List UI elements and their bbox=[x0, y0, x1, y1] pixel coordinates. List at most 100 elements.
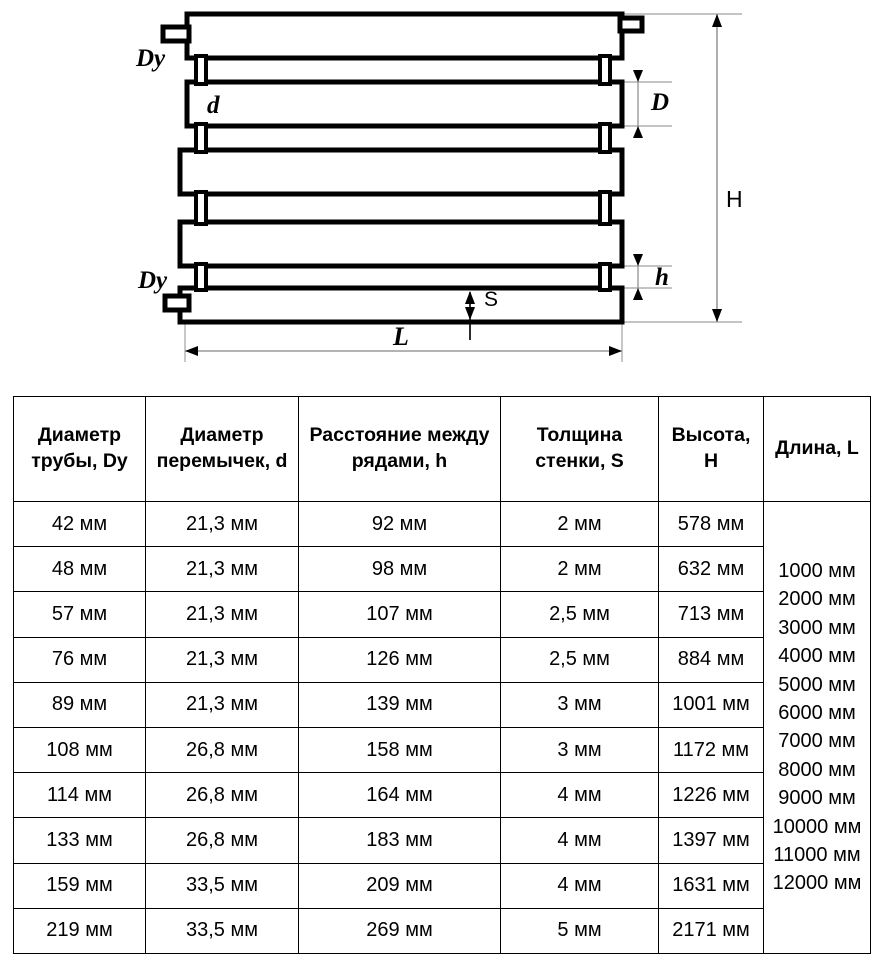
cell-pipe-diameter: 76 мм bbox=[13, 636, 146, 683]
dimension-label-dy-top: Dy bbox=[135, 45, 166, 72]
header-line-1: Диаметр bbox=[37, 424, 122, 447]
cell-length-merged: 1000 мм 2000 мм 3000 мм 4000 мм 5000 мм 6000 … bbox=[763, 501, 871, 954]
cell-wall-thickness: 4 мм bbox=[500, 817, 659, 864]
cell-wall-thickness: 4 мм bbox=[500, 772, 659, 819]
dimension-label-h: h bbox=[655, 264, 669, 291]
table-row: 133 мм 26,8 мм 183 мм 4 мм 1397 мм bbox=[13, 817, 871, 864]
dy-stub-bottom-left bbox=[162, 293, 192, 313]
cell-bridge-diameter: 26,8 мм bbox=[145, 726, 299, 774]
pipe-row-3 bbox=[177, 147, 625, 197]
cell-bridge-diameter: 21,3 мм bbox=[145, 636, 299, 683]
cell-wall-thickness: 4 мм bbox=[500, 862, 659, 909]
length-option: 3000 мм bbox=[778, 616, 856, 639]
dimension-D: D bbox=[633, 70, 669, 138]
dimension-label-d: d bbox=[207, 92, 220, 119]
header-line-1: Расстояние между bbox=[309, 424, 490, 447]
cell-pipe-diameter: 42 мм bbox=[13, 500, 146, 548]
table-row: 219 мм 33,5 мм 269 мм 5 мм 2171 мм bbox=[13, 907, 871, 954]
cell-height: 1631 мм bbox=[658, 862, 764, 909]
header-line-2: перемычек, d bbox=[156, 450, 288, 472]
cell-row-spacing: 126 мм bbox=[298, 636, 501, 683]
cell-bridge-diameter: 21,3 мм bbox=[145, 591, 299, 638]
table-row: 89 мм 21,3 мм 139 мм 3 мм 1001 мм bbox=[13, 681, 871, 728]
header-line-2: стенки, S bbox=[535, 450, 624, 472]
header-line-2: трубы, Dy bbox=[31, 450, 128, 472]
cell-row-spacing: 269 мм bbox=[298, 907, 501, 954]
cell-row-spacing: 98 мм bbox=[298, 546, 501, 593]
table-row: 42 мм 21,3 мм 92 мм 2 мм 578 мм 1000 мм 2000 м… bbox=[13, 500, 871, 954]
cell-wall-thickness: 2,5 мм bbox=[500, 636, 659, 683]
cell-wall-thickness: 2 мм bbox=[500, 500, 659, 548]
cell-wall-thickness: 2 мм bbox=[500, 546, 659, 593]
length-option: 4000 мм bbox=[778, 645, 856, 668]
column-header-pipe-diameter: Диаметр трубы, Dy bbox=[13, 396, 146, 502]
dimension-label-H: H bbox=[726, 186, 743, 212]
pipe-row-5 bbox=[177, 285, 625, 325]
cell-wall-thickness: 3 мм bbox=[500, 681, 659, 728]
cell-pipe-diameter: 108 мм bbox=[13, 726, 146, 774]
table-row: 114 мм 26,8 мм 164 мм 4 мм 1226 мм bbox=[13, 772, 871, 819]
dimension-h: h bbox=[633, 254, 669, 300]
bridge-connector-left-3 bbox=[194, 190, 208, 226]
header-line-1: Диаметр bbox=[180, 424, 264, 447]
length-option: 6000 мм bbox=[778, 702, 856, 725]
cell-height: 884 мм bbox=[658, 636, 764, 683]
pipe-row-1 bbox=[184, 11, 625, 61]
cell-pipe-diameter: 219 мм bbox=[13, 907, 146, 954]
cell-bridge-diameter: 21,3 мм bbox=[145, 500, 299, 548]
cell-wall-thickness: 2,5 мм bbox=[500, 591, 659, 638]
bridge-connectors bbox=[194, 54, 612, 292]
cell-wall-thickness: 5 мм bbox=[500, 907, 659, 954]
header-line-1: Высота, H bbox=[671, 424, 751, 472]
table-row: 57 мм 21,3 мм 107 мм 2,5 мм 713 мм bbox=[13, 591, 871, 638]
cell-row-spacing: 139 мм bbox=[298, 681, 501, 728]
bridge-connector-left-4 bbox=[194, 262, 208, 292]
dimension-label-D: D bbox=[650, 89, 669, 116]
pipe-register-diagram: H D h S L Dy bbox=[0, 0, 888, 380]
cell-bridge-diameter: 21,3 мм bbox=[145, 681, 299, 728]
cell-row-spacing: 107 мм bbox=[298, 591, 501, 638]
dimension-L: L bbox=[185, 322, 622, 356]
bridge-connector-left-2 bbox=[194, 122, 208, 154]
dy-stub-top-left bbox=[160, 24, 192, 44]
column-header-bridge-diameter: Диаметр перемычек, d bbox=[145, 396, 299, 502]
cell-pipe-diameter: 48 мм bbox=[13, 546, 146, 593]
pipe-row-4 bbox=[177, 219, 625, 269]
cell-row-spacing: 158 мм bbox=[298, 726, 501, 774]
cell-height: 1397 мм bbox=[658, 817, 764, 864]
length-option: 1000 мм bbox=[778, 560, 856, 583]
cell-wall-thickness: 3 мм bbox=[500, 726, 659, 774]
cell-pipe-diameter: 159 мм bbox=[13, 862, 146, 909]
length-option: 7000 мм bbox=[778, 730, 856, 753]
bridge-connector-right-4 bbox=[598, 262, 612, 292]
cell-height: 1001 мм bbox=[658, 681, 764, 728]
cell-bridge-diameter: 26,8 мм bbox=[145, 817, 299, 864]
table-row: 159 мм 33,5 мм 209 мм 4 мм 1631 мм bbox=[13, 862, 871, 909]
table-row: 76 мм 21,3 мм 126 мм 2,5 мм 884 мм bbox=[13, 636, 871, 683]
dimension-H: H bbox=[712, 14, 743, 322]
length-option: 11000 мм bbox=[773, 844, 861, 866]
table-row: 48 мм 21,3 мм 98 мм 2 мм 632 мм bbox=[13, 546, 871, 593]
length-option: 2000 мм bbox=[778, 588, 856, 611]
cell-height: 713 мм bbox=[658, 591, 764, 638]
bridge-connector-left-1 bbox=[194, 54, 208, 86]
length-option: 12000 мм bbox=[772, 872, 862, 895]
length-option: 9000 мм bbox=[778, 787, 856, 810]
dimension-label-dy-bottom: Dy bbox=[137, 267, 168, 294]
cell-pipe-diameter: 133 мм bbox=[13, 817, 146, 864]
header-line-1: Длина, L bbox=[775, 437, 859, 460]
cell-bridge-diameter: 26,8 мм bbox=[145, 772, 299, 819]
cell-height: 1172 мм bbox=[658, 726, 764, 774]
dy-stub-top-right bbox=[617, 15, 645, 34]
table-row: 108 мм 26,8 мм 158 мм 3 мм 1172 мм bbox=[13, 726, 871, 774]
cell-bridge-diameter: 33,5 мм bbox=[145, 862, 299, 909]
cell-row-spacing: 209 мм bbox=[298, 862, 501, 909]
pipe-register-svg: H D h S L Dy bbox=[135, 11, 743, 362]
table-body: 42 мм 21,3 мм 92 мм 2 мм 578 мм 1000 мм 2000 м… bbox=[13, 500, 871, 954]
cell-row-spacing: 164 мм bbox=[298, 772, 501, 819]
header-line-2: рядами, h bbox=[351, 450, 448, 472]
spec-table-container: Диаметр трубы, Dy Диаметр перемычек, d Р… bbox=[13, 396, 871, 954]
cell-height: 2171 мм bbox=[658, 907, 764, 954]
cell-row-spacing: 183 мм bbox=[298, 817, 501, 864]
cell-bridge-diameter: 21,3 мм bbox=[145, 546, 299, 593]
